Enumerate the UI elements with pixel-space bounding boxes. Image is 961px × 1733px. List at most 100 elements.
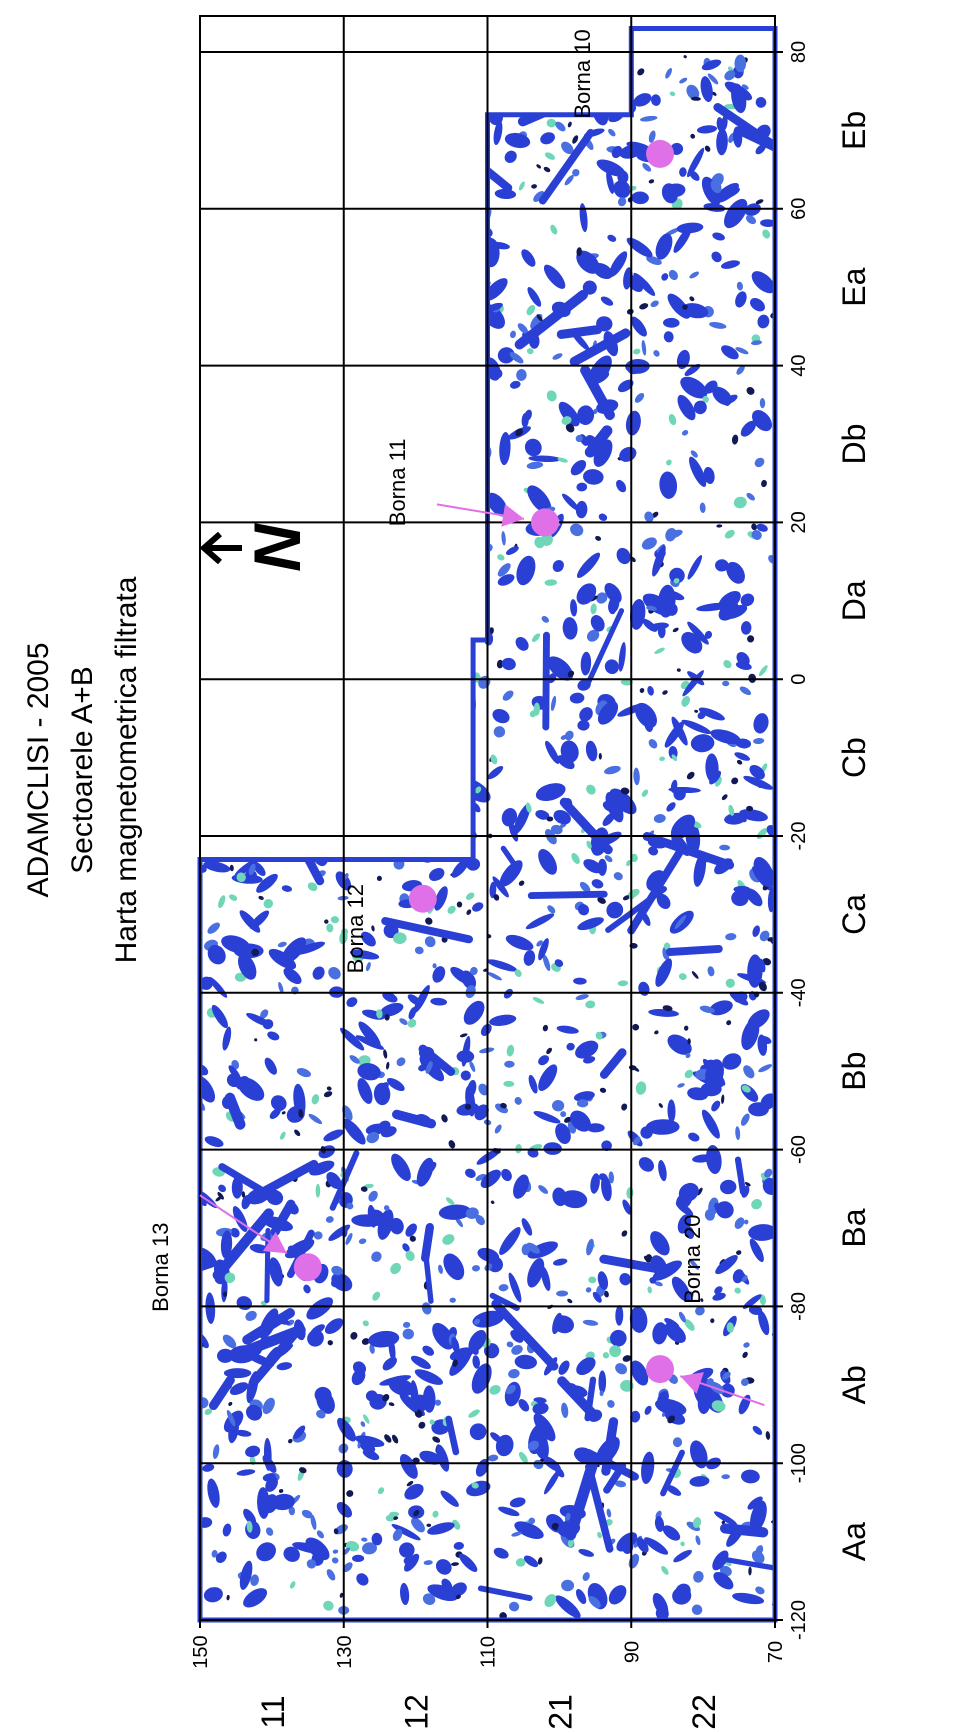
anomaly-blob (433, 410, 448, 421)
anomaly-blob (681, 719, 712, 735)
anomaly-blob (265, 1527, 274, 1536)
anomaly-blob (490, 1200, 495, 1205)
anomaly-blob (743, 1342, 750, 1348)
anomaly-blob (426, 1523, 432, 1528)
anomaly-blob (437, 390, 444, 398)
anomaly-blob (721, 1520, 725, 1525)
anomaly-blob (228, 894, 238, 901)
anomaly-blob (257, 100, 271, 118)
anomaly-blob (200, 1397, 209, 1409)
anomaly-blob (764, 1168, 773, 1178)
anomaly-blob (269, 161, 282, 186)
anomaly-blob (422, 1385, 436, 1413)
anomaly-blob (335, 621, 348, 633)
anomaly-blob (597, 858, 607, 876)
anomaly-blob (431, 737, 443, 746)
anomaly-blob (745, 215, 757, 225)
anomaly-blob (626, 141, 652, 152)
anomaly-blob (200, 606, 212, 614)
anomaly-blob (235, 664, 246, 675)
anomaly-blob (388, 652, 397, 660)
anomaly-blob (767, 937, 774, 942)
anomaly-blob (598, 513, 608, 521)
anomaly-blob (518, 1451, 528, 1464)
anomaly-blob (211, 331, 238, 352)
anomaly-blob (350, 502, 358, 512)
anomaly-blob (654, 1516, 665, 1532)
anomaly-blob (367, 82, 372, 88)
anomaly-blob (665, 1484, 682, 1496)
anomaly-blob (526, 1242, 540, 1254)
anomaly-blob (206, 701, 218, 735)
marker-label: Borna 13 (148, 1223, 173, 1312)
anomaly-blob (725, 933, 737, 941)
anomaly-blob (425, 1060, 433, 1074)
linear-anomaly (565, 1457, 599, 1541)
anomaly-blob (217, 1192, 224, 1200)
anomaly-blob (271, 621, 278, 634)
anomaly-blob (429, 696, 436, 703)
anomaly-blob (753, 713, 769, 734)
anomaly-blob (383, 232, 395, 243)
anomaly-blob (505, 934, 534, 951)
anomaly-blob (683, 1025, 689, 1031)
anomaly-blob (344, 161, 355, 169)
anomaly-blob (415, 362, 430, 378)
anomaly-blob (732, 1592, 765, 1605)
anomaly-blob (372, 839, 390, 856)
anomaly-blob (731, 777, 739, 785)
anomaly-blob (665, 227, 680, 236)
linear-anomaly (270, 1199, 296, 1237)
anomaly-blob (576, 482, 588, 492)
anomaly-blob (600, 296, 614, 306)
anomaly-blob (502, 690, 514, 701)
anomaly-blob (410, 1355, 431, 1370)
anomaly-blob (648, 739, 658, 749)
linear-anomaly (556, 325, 603, 339)
anomaly-blob (254, 508, 264, 517)
anomaly-blob (684, 1319, 695, 1331)
anomaly-blob (622, 1199, 632, 1215)
anomaly-blob (342, 1105, 353, 1121)
anomaly-blob (281, 355, 295, 364)
anomaly-blob (731, 434, 739, 445)
anomaly-blob (456, 901, 463, 908)
sector-column-label: Ca (836, 894, 872, 935)
linear-anomaly (734, 126, 775, 171)
anomaly-blob (588, 1276, 597, 1284)
anomaly-blob (615, 1305, 624, 1326)
anomaly-blob (614, 1480, 627, 1488)
anomaly-blob (316, 1530, 325, 1539)
marker-arrow-icon (262, 1231, 287, 1254)
anomaly-blob (514, 1354, 537, 1370)
anomaly-blob (451, 769, 463, 778)
anomaly-blob (445, 1197, 455, 1206)
anomaly-blob (644, 1537, 669, 1555)
anomaly-blob (261, 424, 276, 432)
anomaly-blob (228, 367, 240, 383)
anomaly-blob (658, 1160, 667, 1182)
anomaly-blob (686, 1521, 701, 1532)
anomaly-blob (445, 596, 452, 613)
anomaly-blob (504, 1060, 515, 1068)
anomaly-blob (391, 1434, 399, 1444)
anomaly-blob (200, 657, 223, 672)
anomaly-blob (626, 1187, 634, 1199)
anomaly-blob (596, 592, 608, 604)
anomaly-blob (212, 159, 219, 174)
sector-column-label: Ba (836, 1208, 872, 1247)
anomaly-blob (506, 1044, 515, 1057)
anomaly-blob (299, 637, 313, 651)
anomaly-blob (202, 100, 228, 124)
anomaly-blob (648, 1008, 679, 1017)
anomaly-blob (398, 77, 406, 85)
anomaly-blob (367, 1209, 385, 1226)
anomaly-blob (523, 949, 536, 966)
anomaly-blob (731, 83, 747, 114)
anomaly-blob (707, 966, 715, 977)
map-frame (199, 15, 776, 1621)
anomaly-blob (714, 1286, 723, 1295)
anomaly-blob (713, 1571, 734, 1590)
anomaly-blob (363, 188, 383, 203)
anomaly-blob (527, 287, 542, 307)
